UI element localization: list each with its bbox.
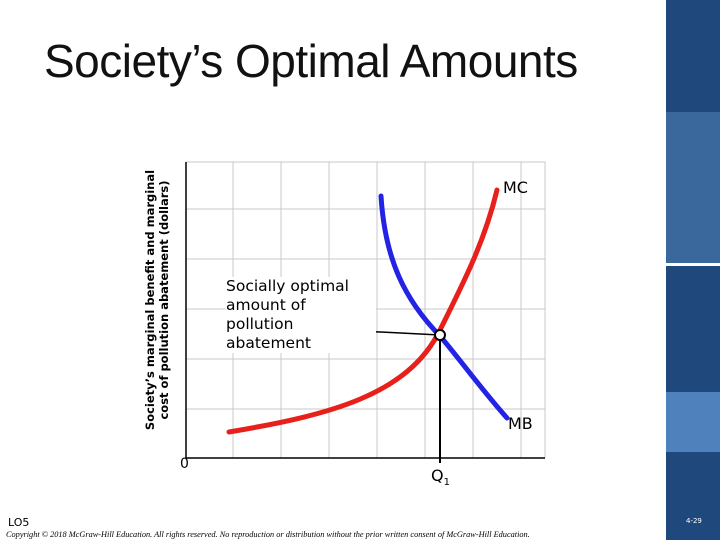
- q-label-letter: Q: [431, 466, 444, 485]
- slide-title: Society’s Optimal Amounts: [44, 35, 578, 87]
- optimal-point-marker: [434, 329, 446, 341]
- mb-curve: [378, 193, 510, 421]
- learning-objective: LO5: [8, 516, 30, 529]
- origin-label: 0: [180, 456, 189, 472]
- q-label-subscript: 1: [443, 477, 450, 489]
- mb-label: MB: [508, 414, 533, 433]
- mc-label: MC: [503, 178, 528, 197]
- optimal-annotation: Socially optimal amount of pollution aba…: [226, 277, 376, 353]
- band-divider: [666, 263, 720, 266]
- q1-label: Q1: [431, 466, 450, 488]
- page-number: 4-29: [686, 517, 702, 525]
- copyright-notice: Copyright © 2018 McGraw-Hill Education. …: [6, 530, 530, 539]
- band-block-lower: [666, 392, 720, 452]
- band-block-upper: [666, 112, 720, 264]
